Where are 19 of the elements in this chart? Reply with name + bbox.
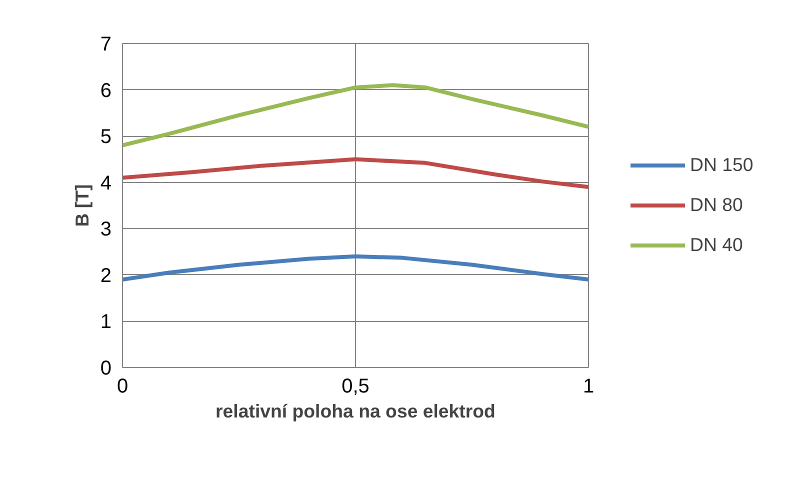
- line-series: [122, 83, 588, 148]
- x-axis-title: relativní poloha na ose elektrod: [216, 400, 496, 422]
- y-axis-title: B [T]: [71, 184, 92, 227]
- y-tick-label: 4: [100, 172, 112, 194]
- x-tick-label: 0,5: [342, 376, 370, 398]
- line-series: [122, 254, 588, 282]
- y-tick-label: 3: [100, 218, 112, 241]
- y-tick-label: 6: [100, 80, 112, 102]
- x-tick-label: 1: [582, 376, 594, 398]
- y-tick-label: 7: [100, 34, 112, 56]
- legend-label: DN 40: [690, 234, 743, 256]
- y-tick-label: 2: [100, 264, 112, 287]
- y-tick-label: 1: [100, 311, 112, 334]
- x-tick-label: 0: [116, 376, 128, 398]
- legend-label: DN 150: [690, 154, 754, 176]
- legend-label: DN 80: [690, 194, 743, 216]
- y-tick-label: 5: [100, 126, 112, 148]
- y-tick-label: 0: [100, 358, 112, 380]
- line-series: [122, 157, 588, 189]
